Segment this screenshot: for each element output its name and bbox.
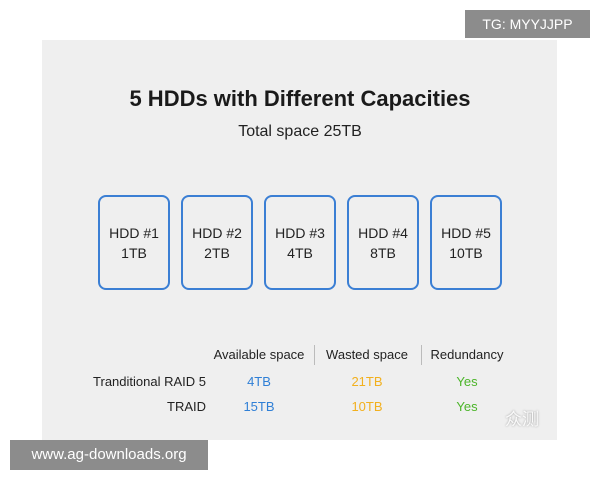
tag-label: TG: MYYJJPP [465, 10, 590, 38]
column-header: Redundancy [430, 347, 504, 362]
hdd-box: HDD #2 2TB [181, 195, 253, 290]
site-label: www.ag-downloads.org [10, 440, 208, 470]
hdd-box: HDD #1 1TB [98, 195, 170, 290]
hdd-box: HDD #4 8TB [347, 195, 419, 290]
hdd-capacity: 2TB [204, 244, 230, 261]
hdd-label: HDD #1 [109, 224, 159, 241]
hdd-capacity: 1TB [121, 244, 147, 261]
cell: Yes [456, 374, 478, 389]
hdd-label: HDD #4 [358, 224, 408, 241]
separator [314, 345, 315, 365]
hdd-label: HDD #5 [441, 224, 491, 241]
hdd-label: HDD #3 [275, 224, 325, 241]
hdd-label: HDD #2 [192, 224, 242, 241]
hdd-box: HDD #3 4TB [264, 195, 336, 290]
hdd-capacity: 10TB [449, 244, 483, 261]
column-header: Wasted space [326, 347, 408, 362]
cell: 15TB [243, 399, 275, 414]
subtitle: Total space 25TB [238, 123, 362, 140]
cell: Yes [456, 399, 478, 414]
hdd-box: HDD #5 10TB [430, 195, 502, 290]
cell: 21TB [351, 374, 383, 389]
row-name: Tranditional RAID 5 [93, 374, 206, 389]
hdd-capacity: 4TB [287, 244, 313, 261]
title: 5 HDDs with Different Capacities [129, 86, 471, 111]
column-header: Available space [213, 347, 305, 362]
watermark: 众测 [505, 410, 539, 429]
row-name: TRAID [167, 399, 206, 414]
hdd-capacity: 8TB [370, 244, 396, 261]
cell: 10TB [351, 399, 383, 414]
separator [421, 345, 422, 365]
cell: 4TB [247, 374, 271, 389]
